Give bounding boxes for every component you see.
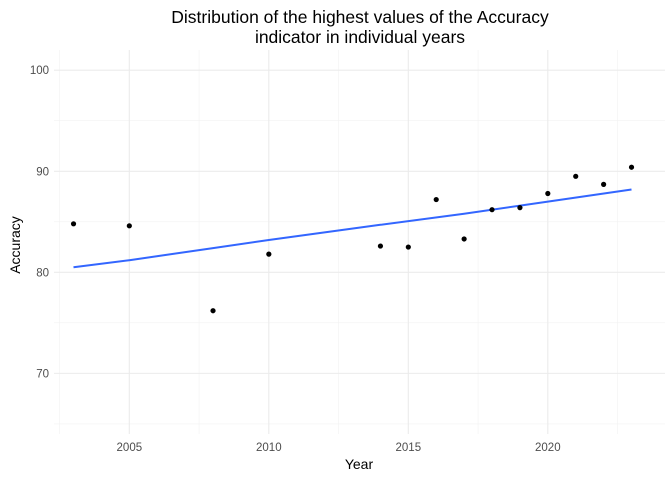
y-axis-title: Accuracy — [7, 216, 23, 274]
y-axis-ticks: 70 80 90 100 — [30, 65, 49, 380]
x-tick-label: 2015 — [396, 442, 422, 454]
points-layer — [70, 164, 635, 314]
y-tick-label: 80 — [36, 267, 49, 279]
chart-title-line-1: Distribution of the highest values of th… — [171, 7, 549, 27]
data-point — [70, 221, 77, 227]
data-point — [573, 173, 579, 179]
major-gridlines — [54, 50, 665, 434]
data-point — [266, 251, 272, 257]
minor-gridlines — [54, 50, 665, 434]
x-axis-title: Year — [345, 456, 374, 472]
x-axis-ticks: 2005 2010 2015 2020 — [117, 442, 561, 454]
y-tick-label: 70 — [36, 368, 49, 380]
data-point — [210, 308, 216, 314]
data-point — [126, 223, 132, 229]
trend-line-layer — [73, 188, 632, 269]
data-point — [489, 207, 495, 213]
data-point — [405, 244, 411, 250]
x-tick-label: 2005 — [117, 442, 143, 454]
data-point — [461, 236, 467, 242]
trend-line — [73, 188, 632, 269]
data-point — [628, 164, 635, 170]
data-point — [377, 243, 384, 249]
y-tick-label: 100 — [30, 65, 49, 77]
data-point — [545, 190, 551, 197]
data-point — [433, 196, 439, 203]
x-tick-label: 2020 — [535, 442, 561, 454]
data-point — [601, 181, 607, 187]
y-tick-label: 90 — [36, 166, 49, 178]
x-tick-label: 2010 — [256, 442, 282, 454]
data-point — [517, 205, 523, 211]
chart-title-line-2: indicator in individual years — [255, 27, 465, 47]
